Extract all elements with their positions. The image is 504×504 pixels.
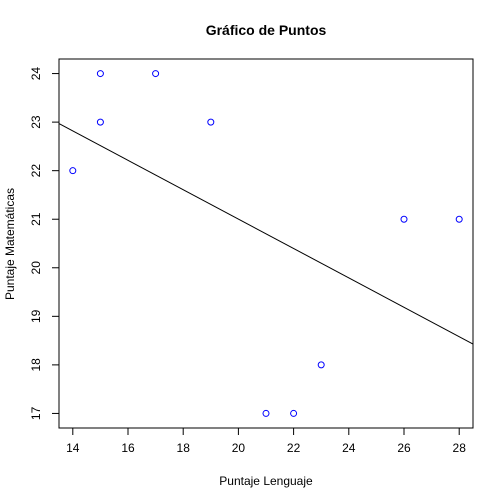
regression-line	[58, 123, 474, 345]
data-point	[262, 409, 270, 417]
data-point	[290, 409, 298, 417]
y-tick-label: 18	[29, 358, 43, 372]
x-tick-label: 14	[66, 441, 80, 455]
y-tick-label: 23	[29, 115, 43, 129]
y-tick-label: 20	[29, 261, 43, 275]
data-point	[207, 118, 215, 126]
y-axis: 17 18 19 20 21 22 23 24	[29, 67, 59, 420]
x-tick-label: 28	[453, 441, 467, 455]
data-point	[400, 215, 408, 223]
data-point	[96, 118, 104, 126]
x-axis: 14 16 18 20 22 24 26 28	[66, 428, 466, 455]
y-axis-label: Puntaje Matemáticas	[3, 188, 17, 300]
x-tick-label: 24	[342, 441, 356, 455]
x-tick-label: 26	[397, 441, 411, 455]
y-tick-label: 24	[29, 67, 43, 81]
x-tick-label: 18	[177, 441, 191, 455]
x-tick-label: 22	[287, 441, 301, 455]
chart-title: Gráfico de Puntos	[206, 22, 327, 38]
y-tick-label: 17	[29, 406, 43, 420]
data-points-layer	[69, 70, 463, 417]
x-axis-label: Puntaje Lenguaje	[219, 474, 313, 488]
data-point	[152, 70, 160, 78]
y-tick-label: 21	[29, 212, 43, 226]
data-point	[69, 167, 77, 175]
y-tick-label: 22	[29, 164, 43, 178]
y-tick-label: 19	[29, 309, 43, 323]
data-point	[455, 215, 463, 223]
regression-line-layer	[58, 123, 474, 345]
x-tick-label: 16	[121, 441, 135, 455]
data-point	[96, 70, 104, 78]
x-tick-label: 20	[232, 441, 246, 455]
plot-frame	[58, 58, 474, 429]
data-point	[317, 361, 325, 369]
